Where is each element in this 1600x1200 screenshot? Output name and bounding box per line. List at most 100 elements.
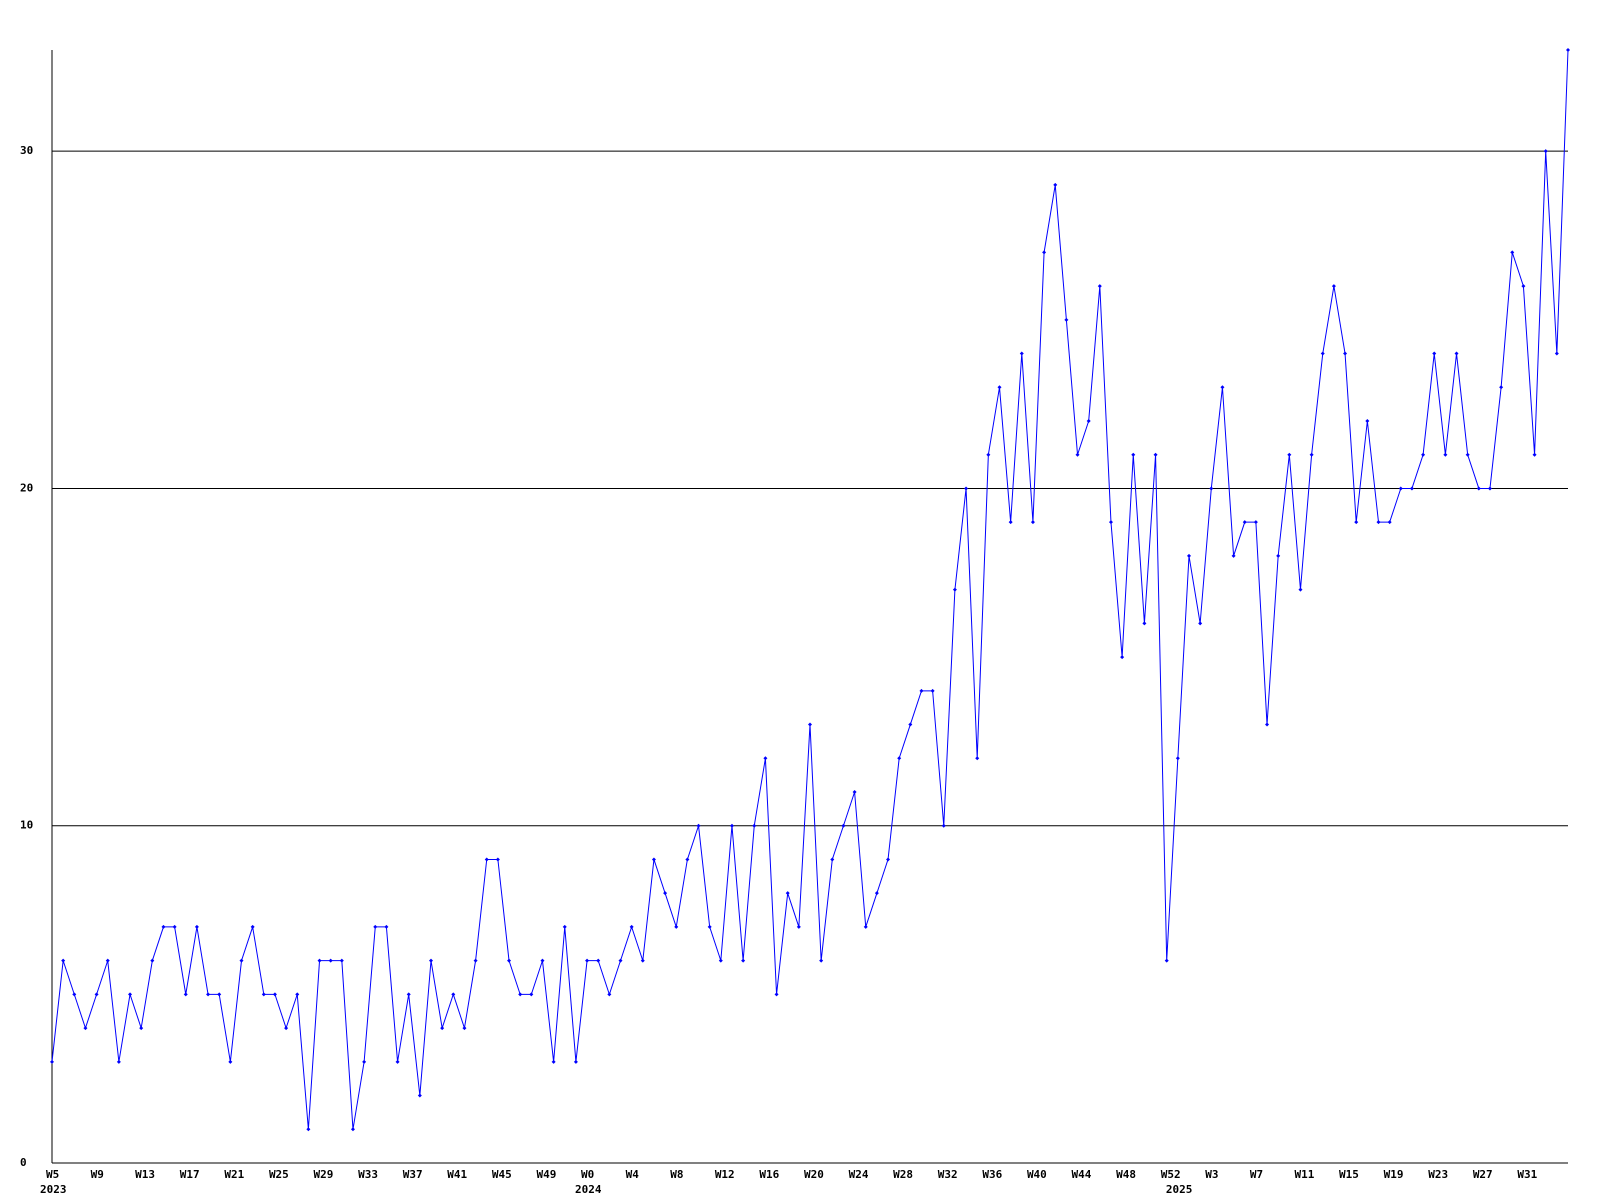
x-tick-label: W17 [180, 1168, 200, 1181]
x-tick-label: W37 [403, 1168, 423, 1181]
data-point [1131, 452, 1136, 457]
data-point [1019, 351, 1024, 356]
data-point [785, 891, 790, 896]
data-point [908, 722, 913, 727]
data-point [473, 958, 478, 963]
data-point [819, 958, 824, 963]
data-point [1510, 250, 1515, 255]
data-point [317, 958, 322, 963]
data-point [1499, 385, 1504, 390]
data-point [194, 924, 199, 929]
data-point [484, 857, 489, 862]
data-point [339, 958, 344, 963]
data-point [105, 958, 110, 963]
data-point [830, 857, 835, 862]
data-point [986, 452, 991, 457]
data-point [1153, 452, 1158, 457]
data-point [518, 992, 523, 997]
data-point [1376, 520, 1381, 525]
data-point [1476, 486, 1481, 491]
x-tick-label: W13 [135, 1168, 155, 1181]
data-point [94, 992, 99, 997]
data-point [763, 756, 768, 761]
data-point [1532, 452, 1537, 457]
x-tick-label: W19 [1384, 1168, 1404, 1181]
x-tick-label: W16 [759, 1168, 779, 1181]
data-point [718, 958, 723, 963]
data-point [1220, 385, 1225, 390]
data-point [1432, 351, 1437, 356]
data-point [551, 1059, 556, 1064]
x-tick-label: W32 [938, 1168, 958, 1181]
data-point [852, 790, 857, 794]
x-tick-label: W0 [581, 1168, 594, 1181]
x-tick-label: W28 [893, 1168, 913, 1181]
data-point [596, 958, 601, 963]
data-point [1108, 520, 1113, 525]
x-tick-label: W24 [849, 1168, 869, 1181]
data-point [306, 1127, 311, 1132]
data-point [429, 958, 433, 963]
x-tick-label: W31 [1517, 1168, 1537, 1181]
data-point [1187, 553, 1191, 558]
y-tick-label: 0 [20, 1156, 27, 1169]
data-point [1164, 958, 1169, 963]
data-point [696, 823, 701, 828]
data-point [1064, 317, 1069, 322]
data-point [440, 1026, 445, 1031]
data-point [975, 756, 980, 761]
data-point [774, 992, 779, 997]
data-point [640, 958, 645, 963]
data-point [1554, 351, 1559, 356]
year-label: 2023 [40, 1183, 67, 1196]
data-point [507, 958, 512, 963]
data-point [941, 823, 946, 828]
data-point [1142, 621, 1147, 626]
x-tick-label: W5 [46, 1168, 59, 1181]
data-point [1443, 452, 1448, 457]
y-tick-label: 20 [20, 481, 33, 494]
data-point [1276, 553, 1281, 558]
data-point [1521, 284, 1526, 289]
data-point [417, 1093, 422, 1098]
data-point [1398, 486, 1403, 491]
data-point [796, 924, 801, 929]
data-point [206, 992, 211, 997]
data-point [1566, 48, 1570, 52]
x-tick-label: W45 [492, 1168, 512, 1181]
data-point [1365, 419, 1370, 423]
data-point [406, 992, 411, 997]
data-point [685, 857, 690, 862]
data-point [139, 1026, 144, 1031]
x-tick-label: W21 [224, 1168, 244, 1181]
data-point [1042, 250, 1047, 255]
data-point [83, 1026, 88, 1031]
x-tick-label: W11 [1294, 1168, 1314, 1181]
data-point [707, 924, 712, 929]
x-tick-label: W23 [1428, 1168, 1448, 1181]
data-point [1030, 520, 1035, 525]
data-point [228, 1059, 233, 1064]
data-point [674, 924, 679, 929]
data-point [1120, 655, 1125, 660]
x-tick-label: W4 [626, 1168, 640, 1181]
data-point [328, 958, 333, 963]
x-tick-label: W49 [536, 1168, 556, 1181]
data-point [930, 688, 935, 693]
data-point [1209, 486, 1214, 491]
data-point [161, 924, 166, 929]
data-point [384, 924, 389, 929]
data-point [128, 992, 133, 997]
data-point [239, 958, 244, 963]
data-point [841, 823, 846, 828]
data-point [1320, 351, 1325, 356]
data-point [1421, 452, 1426, 457]
data-point [373, 924, 378, 929]
data-point [1175, 756, 1180, 761]
y-tick-label: 30 [20, 144, 33, 157]
data-point [952, 587, 957, 592]
x-tick-label: W36 [982, 1168, 1002, 1181]
data-point [1543, 149, 1548, 154]
x-tick-label: W40 [1027, 1168, 1047, 1181]
